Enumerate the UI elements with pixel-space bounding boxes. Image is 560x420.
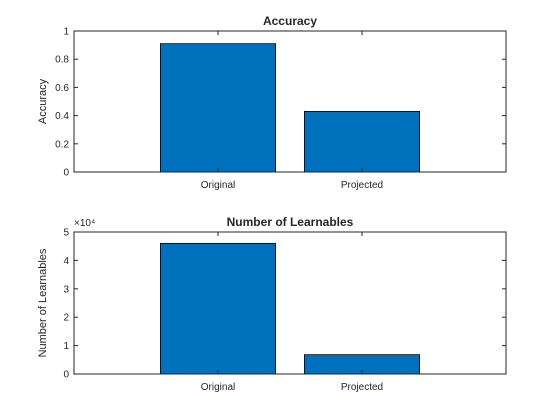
y-tick-label: 0.8 (55, 55, 69, 66)
y-tick-label: 1 (63, 27, 69, 38)
y-tick-label: 1 (63, 341, 69, 352)
bar-original (159, 242, 276, 375)
learnables-chart: 0 1 2 3 4 5 Original Projected Number of Learnab… (37, 215, 507, 393)
x-tick-label: Original (201, 180, 235, 191)
y-tick-label: 4 (63, 256, 69, 267)
y-tick-label: 0 (63, 370, 69, 381)
bar-projected (303, 110, 420, 173)
accuracy-chart: 0 0.2 0.4 0.6 0.8 1 Original Projected Accuracy A… (37, 14, 507, 191)
axes-box (73, 231, 507, 375)
x-tick-label: Original (201, 382, 235, 393)
chart-title: Accuracy (263, 14, 317, 28)
y-tick-label: 2 (63, 313, 69, 324)
y-tick-label: 0.4 (55, 111, 69, 122)
x-tick-label: Projected (341, 382, 383, 393)
x-tick-label: Projected (341, 180, 383, 191)
axes-box (73, 30, 507, 173)
y-exponent-label: ×10⁴ (74, 218, 95, 229)
y-tick-label: 3 (63, 284, 69, 295)
y-tick-label: 0 (63, 168, 69, 179)
y-tick-label: 0.2 (55, 139, 69, 150)
y-axis-label: Accuracy (37, 78, 49, 124)
y-tick-label: 5 (63, 228, 69, 239)
y-tick-label: 0.6 (55, 83, 69, 94)
y-axis-label: Number of Learnables (37, 248, 49, 357)
bar-original (159, 43, 276, 173)
chart-title: Number of Learnables (227, 215, 354, 229)
